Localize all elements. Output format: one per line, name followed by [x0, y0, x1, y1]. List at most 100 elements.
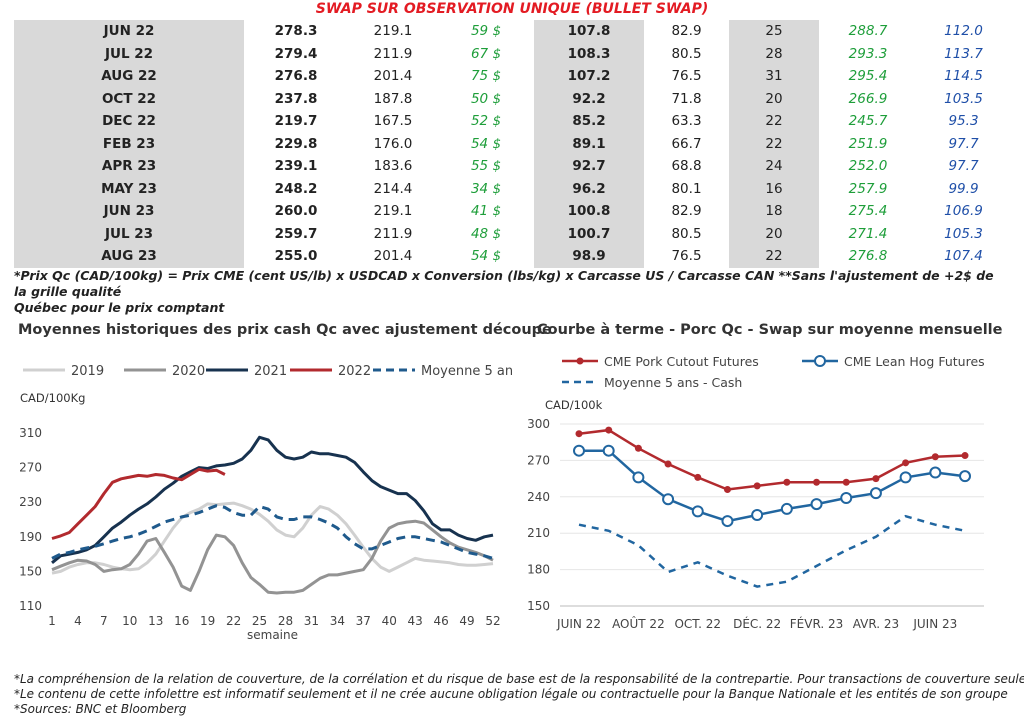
swap-value-cell: 276.8 [848, 248, 888, 265]
point-cme-lean-hog-futures [899, 471, 912, 484]
y-tick-label: 110 [19, 599, 42, 613]
swap-value-cell: 288.7 [848, 23, 888, 40]
point-cme-pork-cutout-futures [902, 459, 910, 467]
swap-value-cell: 82.9 [671, 203, 702, 220]
swap-value-cell: 237.8 [274, 90, 318, 107]
price-footnote: *Prix Qc (CAD/100kg) = Prix CME (cent US… [14, 268, 1004, 316]
point-cme-pork-cutout-futures [605, 426, 613, 434]
x-axis-label: semaine [247, 628, 298, 642]
swap-row: JUL 23 259.7 211.9 48 $ 100.7 80.5 20 271.4 105.… [14, 222, 1010, 245]
swap-value-cell: 98.9 [534, 245, 644, 268]
swap-value-cell: 201.4 [373, 68, 413, 85]
swap-value-cell: 275.4 [848, 203, 888, 220]
x-tick-label: 37 [356, 614, 371, 628]
swap-value-cell: 100.8 [534, 200, 644, 223]
swap-value-cell: 219.1 [373, 23, 413, 40]
swap-row: AUG 22 276.8 201.4 75 $ 107.2 76.5 31 295.4 114.… [14, 65, 1010, 88]
x-tick-label: 10 [122, 614, 137, 628]
swap-month-cell: JUN 22 [14, 20, 244, 43]
swap-value-cell: 114.5 [944, 68, 983, 85]
point-cme-pork-cutout-futures [813, 478, 821, 486]
swap-row: JUN 23 260.0 219.1 41 $ 100.8 82.9 18 275.4 106.… [14, 200, 1010, 223]
point-cme-pork-cutout-futures [872, 475, 880, 483]
swap-value-cell: 28 [729, 42, 819, 65]
swap-value-cell: 54 $ [470, 248, 502, 265]
swap-month-cell: MAY 23 [14, 177, 244, 200]
disclaimer: *La compréhension de la relation de couv… [14, 672, 1024, 717]
swap-value-cell: 276.8 [274, 68, 318, 85]
point-cme-pork-cutout-futures [753, 482, 761, 490]
swap-value-cell: 219.1 [373, 203, 413, 220]
point-cme-pork-cutout-futures [931, 453, 939, 461]
series-line-2019 [51, 501, 494, 575]
x-tick-label: 49 [459, 614, 474, 628]
swap-value-cell: 80.1 [671, 180, 702, 197]
swap-value-cell: 201.4 [373, 248, 413, 265]
point-cme-lean-hog-futures [780, 502, 793, 515]
point-cme-lean-hog-futures [573, 444, 585, 457]
swap-value-cell: 229.8 [274, 135, 318, 152]
swap-value-cell: 97.7 [948, 158, 979, 175]
x-tick-label: JUIN 23 [912, 617, 957, 631]
swap-value-cell: 107.8 [534, 20, 644, 43]
right-chart-title: Courbe à terme - Porc Qc - Swap sur moye… [537, 322, 1003, 338]
y-tick-label: 300 [527, 417, 550, 431]
historical-cash-price-chart: 2019 2020 2021 2022 Moyenne 5 ansCAD/100Kg11… [19, 364, 512, 642]
swap-value-cell: 66.7 [671, 135, 702, 152]
legend-marker [576, 357, 584, 365]
swap-month-cell: AUG 22 [14, 65, 244, 88]
swap-value-cell: 18 [729, 200, 819, 223]
series-line-moyenne-5-ans-cash [578, 514, 966, 588]
x-tick-label: 46 [433, 614, 448, 628]
y-tick-label: 270 [527, 453, 550, 467]
swap-value-cell: 278.3 [274, 23, 318, 40]
swap-value-cell: 252.0 [848, 158, 888, 175]
footnote-line: *Prix Qc (CAD/100kg) = Prix CME (cent US… [14, 268, 994, 299]
legend-label: CME Lean Hog Futures [844, 354, 985, 369]
swap-value-cell: 24 [729, 155, 819, 178]
swap-month-cell: JUL 23 [14, 222, 244, 245]
disclaimer-line: *Sources: BNC et Bloomberg [14, 702, 187, 716]
swap-value-cell: 92.2 [534, 87, 644, 110]
swap-value-cell: 71.8 [671, 90, 702, 107]
forward-curve-chart: CME Pork Cutout Futures CME Lean Hog Futu… [527, 354, 985, 631]
swap-value-cell: 183.6 [373, 158, 413, 175]
y-axis-label: CAD/100k [545, 398, 603, 412]
swap-value-cell: 16 [729, 177, 819, 200]
x-tick-label: 19 [200, 614, 215, 628]
swap-value-cell: 20 [729, 222, 819, 245]
swap-value-cell: 75 $ [470, 68, 502, 85]
swap-row: FEB 23 229.8 176.0 54 $ 89.1 66.7 22 251.9 97.7 [14, 132, 1010, 155]
swap-value-cell: 89.1 [534, 132, 644, 155]
swap-value-cell: 107.4 [944, 248, 983, 265]
swap-row: APR 23 239.1 183.6 55 $ 92.7 68.8 24 252.0 97.7 [14, 155, 1010, 178]
swap-value-cell: 260.0 [274, 203, 318, 220]
swap-value-cell: 279.4 [274, 45, 318, 62]
swap-value-cell: 76.5 [671, 248, 702, 265]
swap-value-cell: 295.4 [848, 68, 888, 85]
swap-value-cell: 41 $ [470, 203, 502, 220]
swap-value-cell: 52 $ [470, 113, 502, 130]
swap-value-cell: 103.5 [944, 90, 983, 107]
swap-value-cell: 239.1 [274, 158, 318, 175]
y-tick-label: 180 [527, 563, 550, 577]
y-tick-label: 150 [527, 599, 550, 613]
swap-table: JUN 22 278.3 219.1 59 $ 107.8 82.9 25 288.7 112.… [14, 20, 1010, 268]
swap-value-cell: 92.7 [534, 155, 644, 178]
swap-row: AUG 23 255.0 201.4 54 $ 98.9 76.5 22 276.8 107.4 [14, 245, 1010, 268]
point-cme-lean-hog-futures [840, 492, 853, 505]
series-line-moyenne-5-ans [51, 504, 494, 560]
swap-value-cell: 251.9 [848, 135, 888, 152]
swap-value-cell: 22 [729, 110, 819, 133]
legend-label: Moyenne 5 ans - Cash [604, 375, 742, 390]
swap-value-cell: 85.2 [534, 110, 644, 133]
point-cme-lean-hog-futures [929, 466, 942, 479]
swap-value-cell: 248.2 [274, 180, 318, 197]
point-cme-pork-cutout-futures [783, 478, 791, 486]
x-tick-label: 25 [252, 614, 267, 628]
swap-value-cell: 59 $ [470, 23, 502, 40]
swap-value-cell: 107.2 [534, 65, 644, 88]
legend-label: 2022 [338, 364, 371, 379]
x-tick-label: 1 [48, 614, 56, 628]
swap-value-cell: 293.3 [848, 45, 888, 62]
